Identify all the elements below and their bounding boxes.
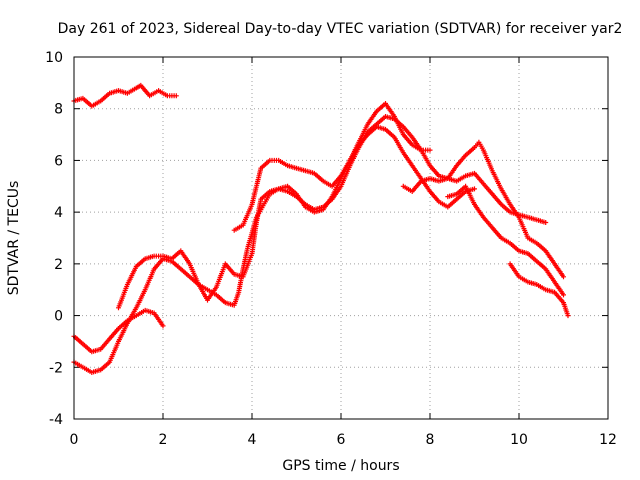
x-tick-label: 8	[426, 432, 435, 448]
data-point	[472, 186, 477, 192]
x-tick-label: 4	[248, 432, 257, 448]
data-markers	[71, 82, 571, 375]
x-axis-label: GPS time / hours	[282, 458, 399, 474]
x-tick-label: 2	[159, 432, 168, 448]
data-point	[173, 93, 179, 99]
y-tick-label: 0	[54, 309, 63, 325]
series-track-g	[445, 183, 566, 298]
data-point	[561, 274, 566, 280]
data-point	[427, 147, 433, 153]
series-track-d	[116, 114, 549, 311]
chart-title: Day 261 of 2023, Sidereal Day-to-day VTE…	[58, 21, 623, 37]
series-track-b	[71, 307, 166, 355]
y-tick-label: 8	[54, 102, 63, 118]
data-point	[543, 220, 549, 225]
plot-frame	[73, 56, 609, 420]
series-track-h	[507, 261, 571, 319]
x-tick-label: 10	[510, 432, 528, 448]
series-track-f	[400, 139, 566, 280]
y-tick-label: 4	[54, 205, 63, 221]
x-tick-label: 6	[337, 432, 346, 448]
data-point	[160, 323, 166, 329]
x-tick-label: 0	[70, 432, 79, 448]
y-tick-label: 10	[45, 50, 63, 66]
y-tick-label: 2	[54, 257, 63, 273]
series-track-a	[71, 82, 179, 109]
y-tick-label: -2	[49, 360, 63, 376]
x-tick-label: 12	[599, 432, 617, 448]
data-point	[565, 313, 571, 319]
y-axis-label: SDTVAR / TECUs	[6, 181, 22, 296]
y-tick-label: -4	[49, 412, 63, 428]
y-tick-label: 6	[54, 153, 63, 169]
series-track-e	[231, 101, 433, 233]
data-point	[561, 292, 566, 298]
axis-ticks: 0 2 4 6 8 10 12 -4 -2 0 2 4 6 8 10	[45, 50, 617, 448]
